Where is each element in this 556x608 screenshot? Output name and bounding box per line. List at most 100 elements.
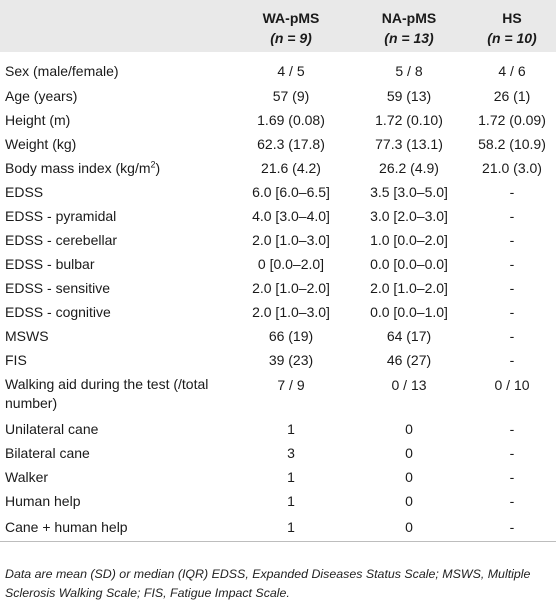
cell-hs: 4 / 6: [498, 62, 526, 79]
cell-wa-pms: 39 (23): [268, 352, 314, 368]
cell-hs: -: [509, 328, 515, 344]
header-hs: HS (n = 10): [468, 0, 556, 52]
cell-hs: -: [509, 469, 515, 485]
table-header-row: WA-pMS (n = 9) NA-pMS (n = 13) HS (n = 1…: [0, 0, 556, 52]
header-na-pms-name: NA-pMS: [381, 10, 437, 26]
header-wa-pms: WA-pMS (n = 9): [232, 0, 350, 52]
bmi-label-text: Body mass index (kg/m: [5, 160, 151, 176]
cell-wa-pms: 1: [232, 513, 350, 542]
cell-wa-pms: 21.6 (4.2): [261, 160, 321, 176]
cell-wa-pms: 4 / 5: [277, 62, 305, 79]
cell-wa-pms: 2.0 [1.0–3.0]: [252, 304, 330, 320]
cell-hs: -: [509, 256, 515, 272]
header-wa-pms-name: WA-pMS: [262, 10, 320, 26]
cell-hs: 26 (1): [493, 88, 531, 104]
cell-na-pms: 26.2 (4.9): [379, 160, 439, 176]
row-label: EDSS - cognitive: [5, 304, 111, 320]
cell-hs: -: [509, 445, 515, 461]
header-hs-name: HS: [502, 10, 522, 26]
table-row: EDSS - bulbar 0 [0.0–2.0] 0.0 [0.0–0.0] …: [0, 252, 556, 276]
row-label: MSWS: [5, 328, 49, 344]
cell-hs: -: [509, 232, 515, 248]
cell-hs: -: [509, 304, 515, 320]
cell-na-pms: 0: [405, 493, 413, 509]
cell-na-pms: 0 / 13: [391, 377, 427, 393]
cell-hs: -: [509, 184, 515, 200]
table-row: Unilateral cane 1 0 -: [0, 417, 556, 441]
table-row: Age (years) 57 (9) 59 (13) 26 (1): [0, 84, 556, 108]
row-label: Cane + human help: [0, 513, 232, 542]
row-label: Walking aid during the test (/total numb…: [5, 376, 209, 411]
table-row: Body mass index (kg/m2) 21.6 (4.2) 26.2 …: [0, 156, 556, 180]
cell-na-pms: 3.5 [3.0–5.0]: [370, 184, 448, 200]
cell-wa-pms: 4.0 [3.0–4.0]: [252, 208, 330, 224]
cell-hs: 58.2 (10.9): [478, 136, 546, 152]
row-label: Unilateral cane: [5, 421, 99, 437]
cell-wa-pms: 1.69 (0.08): [257, 112, 325, 128]
header-na-pms-n: (n = 13): [384, 30, 434, 46]
table-row: MSWS 66 (19) 64 (17) -: [0, 324, 556, 348]
cell-wa-pms: 6.0 [6.0–6.5]: [252, 184, 330, 200]
cell-hs: -: [509, 421, 515, 437]
cell-hs: 0 / 10: [494, 377, 530, 393]
cell-na-pms: 0: [405, 421, 413, 437]
table-row: Weight (kg) 62.3 (17.8) 77.3 (13.1) 58.2…: [0, 132, 556, 156]
cell-hs: -: [509, 208, 515, 224]
table-row: Sex (male/female) 4 / 5 5 / 8 4 / 6: [0, 52, 556, 84]
row-label: FIS: [5, 352, 27, 368]
table-row: EDSS - cerebellar 2.0 [1.0–3.0] 1.0 [0.0…: [0, 228, 556, 252]
table-row: EDSS - pyramidal 4.0 [3.0–4.0] 3.0 [2.0–…: [0, 204, 556, 228]
cell-hs: -: [509, 352, 515, 368]
cell-hs: -: [468, 513, 556, 542]
cell-wa-pms: 3: [287, 445, 295, 461]
table-row: Cane + human help 1 0 -: [0, 513, 556, 542]
demographics-table: WA-pMS (n = 9) NA-pMS (n = 13) HS (n = 1…: [0, 0, 556, 542]
cell-wa-pms: 2.0 [1.0–3.0]: [252, 232, 330, 248]
bmi-label-end: ): [155, 160, 161, 176]
row-label: EDSS: [5, 184, 44, 200]
row-label: Height (m): [5, 112, 71, 128]
row-label: Age (years): [5, 88, 78, 104]
header-wa-pms-n: (n = 9): [270, 30, 312, 46]
cell-na-pms: 0: [350, 513, 468, 542]
cell-na-pms: 1.0 [0.0–2.0]: [370, 232, 448, 248]
cell-wa-pms: 1: [287, 469, 295, 485]
cell-hs: -: [509, 280, 515, 296]
cell-wa-pms: 1: [287, 493, 295, 509]
table-row: Walker 1 0 -: [0, 465, 556, 489]
header-empty-cell: [0, 0, 232, 52]
row-label: EDSS - pyramidal: [5, 208, 117, 224]
cell-wa-pms: 66 (19): [268, 328, 314, 344]
cell-na-pms: 1.72 (0.10): [375, 112, 443, 128]
table-row: EDSS 6.0 [6.0–6.5] 3.5 [3.0–5.0] -: [0, 180, 556, 204]
cell-wa-pms: 0 [0.0–2.0]: [257, 256, 325, 272]
bmi-label-superscript: 2: [150, 159, 156, 170]
cell-na-pms: 2.0 [1.0–2.0]: [370, 280, 448, 296]
cell-na-pms: 64 (17): [386, 328, 432, 344]
cell-na-pms: 0: [405, 445, 413, 461]
cell-wa-pms: 57 (9): [272, 88, 310, 104]
table-row: Bilateral cane 3 0 -: [0, 441, 556, 465]
cell-na-pms: 77.3 (13.1): [375, 136, 443, 152]
table-row: Walking aid during the test (/total numb…: [0, 372, 556, 417]
table-row: EDSS - cognitive 2.0 [1.0–3.0] 0.0 [0.0–…: [0, 300, 556, 324]
cell-hs: -: [509, 493, 515, 509]
cell-na-pms: 59 (13): [386, 88, 432, 104]
table-row: EDSS - sensitive 2.0 [1.0–2.0] 2.0 [1.0–…: [0, 276, 556, 300]
cell-wa-pms: 1: [287, 421, 295, 437]
cell-wa-pms: 2.0 [1.0–2.0]: [252, 280, 330, 296]
cell-na-pms: 0.0 [0.0–1.0]: [370, 304, 448, 320]
table-footnote: Data are mean (SD) or median (IQR) EDSS,…: [5, 567, 531, 600]
table-row: Human help 1 0 -: [0, 489, 556, 513]
table-body: Sex (male/female) 4 / 5 5 / 8 4 / 6 Age …: [0, 52, 556, 542]
cell-hs: 1.72 (0.09): [478, 112, 546, 128]
cell-na-pms: 46 (27): [386, 352, 432, 368]
row-label: Weight (kg): [5, 136, 77, 152]
row-label-bmi: Body mass index (kg/m2): [0, 156, 232, 180]
table-row: FIS 39 (23) 46 (27) -: [0, 348, 556, 372]
cell-wa-pms: 62.3 (17.8): [257, 136, 325, 152]
row-label: Walker: [5, 469, 49, 485]
row-label: Human help: [5, 493, 81, 509]
header-na-pms: NA-pMS (n = 13): [350, 0, 468, 52]
